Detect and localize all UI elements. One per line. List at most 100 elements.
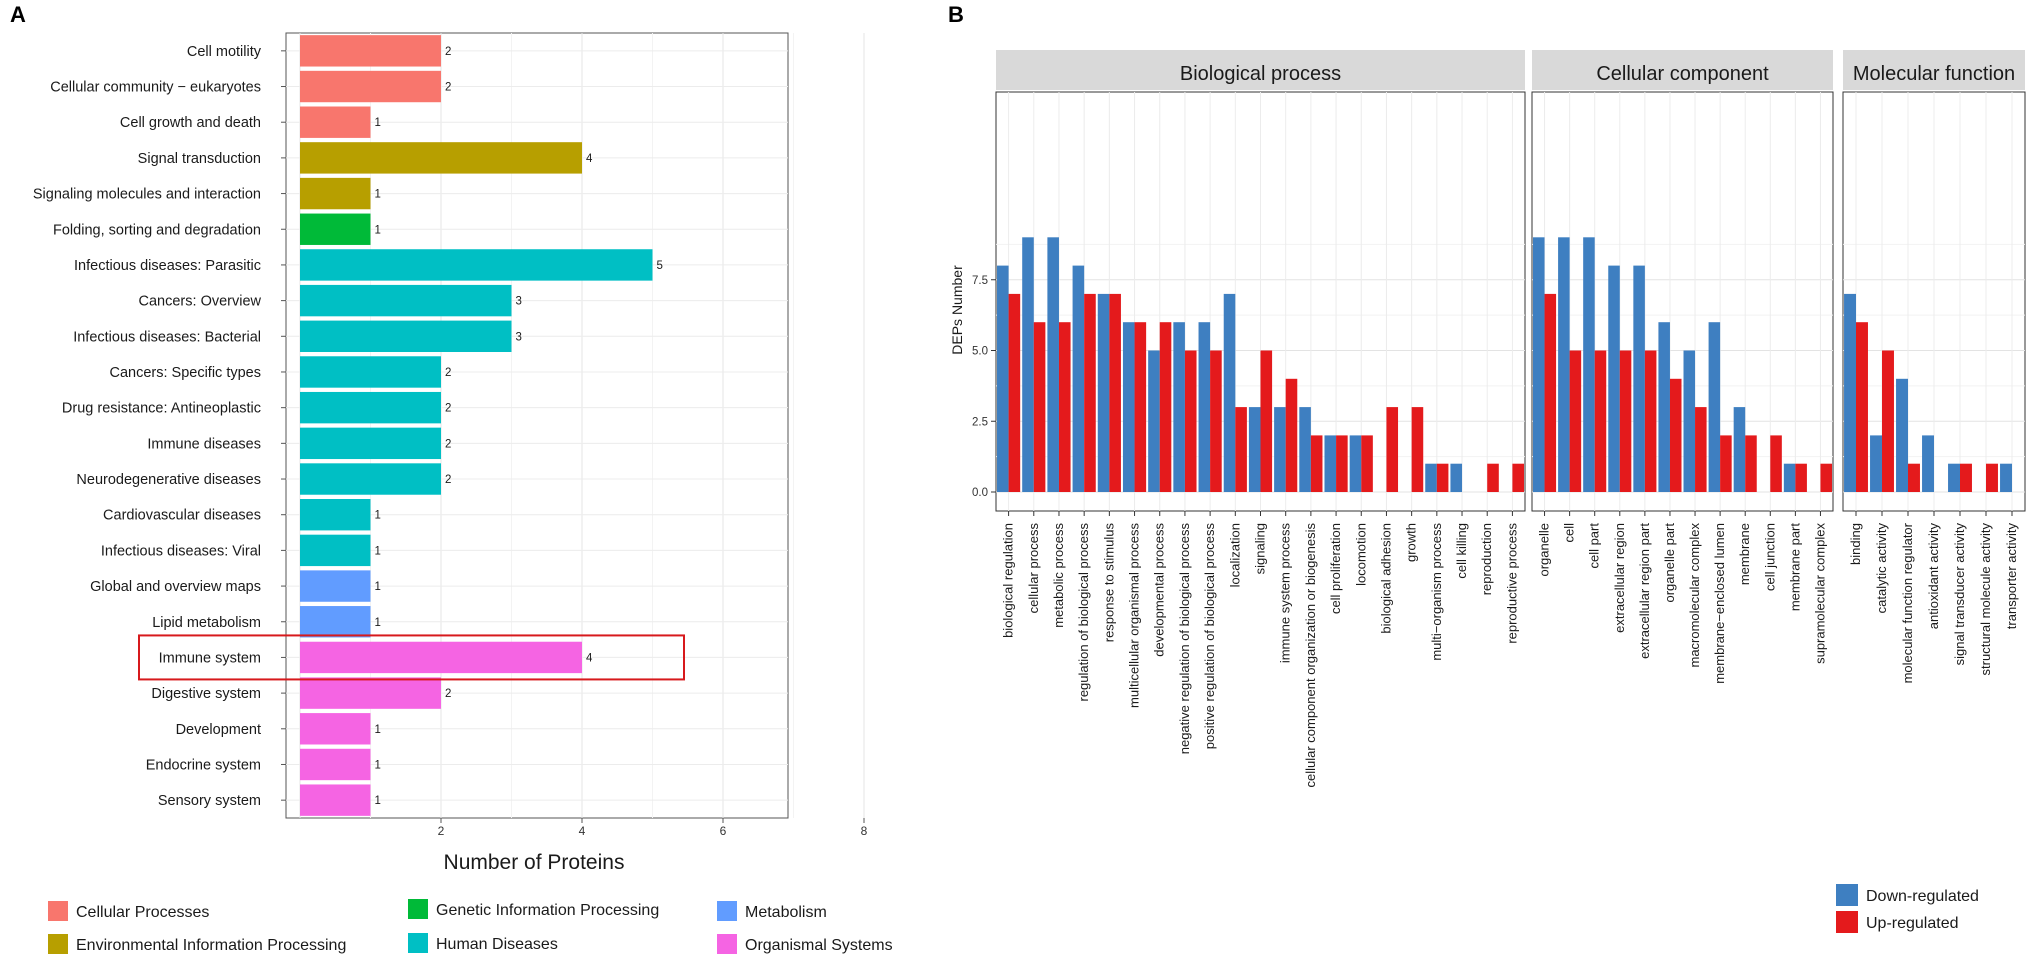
- panel-b-go-chart: Biological process biological regulation c…: [949, 50, 2026, 933]
- panel-a-category-label: Drug resistance: Antineoplastic: [62, 401, 261, 417]
- panel-b-bar-up: [1795, 463, 1807, 492]
- panel-b-label: B: [948, 2, 964, 27]
- panel-a-value-label: 3: [516, 296, 522, 308]
- panel-b-bar-up: [1159, 322, 1172, 492]
- panel-b-bar-down: [1948, 463, 1960, 492]
- panel-b-bar-down: [1450, 463, 1463, 492]
- panel-b-y-tick-label: 5.0: [972, 346, 988, 358]
- panel-a-value-label: 1: [375, 117, 381, 129]
- panel-b-bar-down: [1223, 293, 1236, 492]
- panel-b-bar-down: [1198, 322, 1211, 492]
- panel-b-bar-down: [1022, 237, 1034, 492]
- panel-b-bar-down: [1299, 407, 1311, 492]
- panel-b-bar-up: [1109, 293, 1121, 492]
- panel-b-bar-up: [1210, 350, 1222, 492]
- panel-b-bar-down: [1349, 435, 1362, 492]
- legend-a-label: Organismal Systems: [745, 937, 893, 954]
- legend-a-label: Cellular Processes: [76, 904, 209, 921]
- panel-a-category-label: Infectious diseases: Bacterial: [73, 329, 261, 345]
- panel-a-bar: [300, 213, 371, 245]
- panel-b-bar-down: [1683, 350, 1696, 492]
- panel-a-category-label: Signaling molecules and interaction: [33, 187, 261, 203]
- panel-a-category-label: Infectious diseases: Parasitic: [74, 258, 261, 274]
- panel-b-bar-down: [1324, 435, 1337, 492]
- panel-a-x-axis-title: Number of Proteins: [444, 851, 625, 874]
- panel-b-category-label: localization: [1227, 523, 1242, 587]
- panel-a-value-label: 1: [375, 510, 381, 522]
- panel-a-label: A: [10, 2, 26, 27]
- panel-b-category-label: multicellular organismal process: [1127, 523, 1142, 708]
- panel-a-bar: [300, 142, 582, 174]
- panel-b-category-label: structural molecule activity: [1978, 523, 1993, 676]
- panel-a-value-label: 4: [586, 153, 593, 165]
- panel-b-bar-up: [1487, 463, 1499, 492]
- panel-b-y-axis-title: DEPs Number: [949, 265, 965, 355]
- panel-b-bar-down: [1047, 237, 1059, 492]
- panel-a-x-tick-label: 2: [438, 824, 445, 838]
- panel-b-bar-up: [1856, 322, 1868, 492]
- panel-a-bar: [300, 499, 371, 531]
- panel-b-category-label: macromolecular complex: [1687, 523, 1702, 668]
- panel-b-category-label: cell part: [1587, 523, 1602, 569]
- legend-a-swatch: [717, 934, 737, 954]
- panel-b-bar-up: [1770, 435, 1782, 492]
- panel-b-category-label: membrane part: [1787, 523, 1802, 612]
- panel-b-category-label: extracellular region part: [1637, 523, 1652, 659]
- panel-a-bar: [300, 356, 441, 388]
- panel-b-bar-down: [1633, 265, 1645, 492]
- panel-b-bar-up: [1908, 463, 1920, 492]
- panel-b-category-label: negative regulation of biological proces…: [1177, 523, 1192, 755]
- panel-a-category-label: Immune diseases: [147, 436, 261, 452]
- panel-b-bar-down: [1274, 407, 1286, 492]
- panel-a-bar: [300, 35, 441, 67]
- panel-b-bar-up: [1986, 463, 1998, 492]
- panel-b-bar-up: [1569, 350, 1582, 492]
- panel-b-category-label: regulation of biological process: [1076, 523, 1091, 702]
- panel-b-bar-down: [1922, 435, 1934, 492]
- panel-b-category-label: catalytic activity: [1874, 523, 1889, 614]
- legend-b-swatch: [1836, 911, 1858, 933]
- legend-a-label: Environmental Information Processing: [76, 937, 346, 954]
- panel-b-facet-title: Molecular function: [1853, 63, 2015, 85]
- panel-a-value-label: 1: [375, 189, 381, 201]
- panel-b-bar-down: [1248, 407, 1261, 492]
- panel-a-value-label: 2: [445, 474, 451, 486]
- panel-b-category-label: membrane: [1737, 523, 1752, 585]
- panel-b-bar-down: [1173, 322, 1185, 492]
- panel-a-category-label: Cell motility: [187, 44, 262, 60]
- panel-b-facet-strip: [996, 50, 1525, 90]
- panel-a-category-label: Cell growth and death: [120, 115, 261, 131]
- panel-a-x-tick-label: 8: [861, 824, 868, 838]
- panel-b-bar-up: [1235, 407, 1247, 492]
- panel-b-bar-down: [1533, 237, 1545, 492]
- panel-a-category-label: Lipid metabolism: [152, 615, 261, 631]
- panel-a-bar: [300, 249, 653, 281]
- panel-a-bar: [300, 570, 371, 602]
- panel-a-value-label: 2: [445, 367, 451, 379]
- panel-b-bar-down: [1122, 322, 1135, 492]
- panel-b-y-tick-label: 7.5: [972, 275, 988, 287]
- panel-b-facet-strip: [1532, 50, 1833, 90]
- panel-a-bar: [300, 463, 441, 495]
- panel-b-category-label: cellular component organization or bioge…: [1303, 523, 1318, 788]
- panel-b-bar-up: [1594, 350, 1607, 492]
- panel-b-bar-down: [2000, 463, 2012, 492]
- panel-b-bar-down: [1708, 322, 1721, 492]
- panel-b-bar-up: [1544, 293, 1557, 492]
- panel-b-bar-up: [1619, 350, 1632, 492]
- panel-b-bar-down: [1097, 293, 1110, 492]
- legend-b-label: Down-regulated: [1866, 888, 1979, 905]
- panel-b-category-label: organelle part: [1662, 523, 1677, 603]
- panel-b-bar-up: [1720, 435, 1732, 492]
- panel-b-category-label: growth: [1404, 523, 1419, 562]
- panel-a-bar: [300, 106, 371, 138]
- panel-b-bar-down: [1844, 293, 1856, 492]
- panel-b-bar-up: [1960, 463, 1972, 492]
- panel-a-bar: [300, 427, 441, 460]
- panel-a-value-label: 2: [445, 82, 451, 94]
- panel-b-bar-down: [1148, 350, 1160, 492]
- panel-a-bar: [300, 284, 512, 317]
- panel-b-category-label: extracellular region: [1612, 523, 1627, 633]
- panel-b-category-label: binding: [1848, 523, 1863, 565]
- panel-a-value-label: 5: [657, 260, 663, 272]
